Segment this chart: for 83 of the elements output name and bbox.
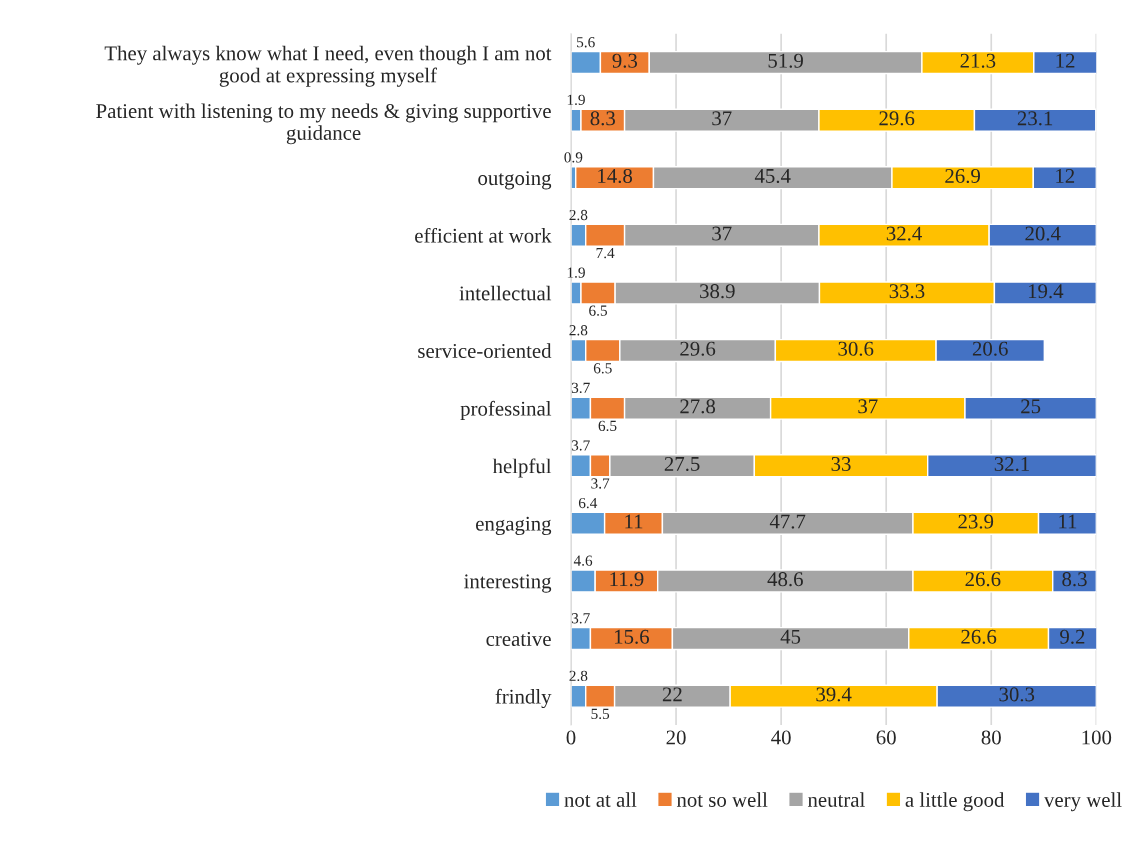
data-label: 2.8 xyxy=(569,670,588,682)
data-label: 23.1 xyxy=(1017,111,1053,126)
data-label: 30.3 xyxy=(999,687,1035,702)
y-tick-label: professinal xyxy=(460,400,552,420)
data-label: 45.4 xyxy=(754,169,791,184)
y-tick-label: They always know what I need, even though I am not good at expressing myself xyxy=(104,45,552,87)
data-label: 5.5 xyxy=(591,708,610,720)
data-label: 32.1 xyxy=(994,456,1029,472)
y-tick-label: frindly xyxy=(495,688,552,709)
y-tick-label: outgoing xyxy=(478,171,552,190)
data-label: 14.8 xyxy=(598,168,633,184)
data-label: 37 xyxy=(858,399,878,414)
data-label: 2.8 xyxy=(569,209,588,221)
data-label: 33.3 xyxy=(889,284,925,299)
data-label: 47.7 xyxy=(769,514,806,529)
x-tick-label: 100 xyxy=(1082,730,1112,745)
x-tick-label: 0 xyxy=(566,730,576,745)
y-tick-label: intellectual xyxy=(459,285,552,301)
data-label: 3.7 xyxy=(591,478,610,489)
legend-label: neutral xyxy=(807,792,865,807)
data-label: 38.9 xyxy=(700,284,735,299)
data-label: 11 xyxy=(625,514,643,529)
data-label: 26.6 xyxy=(961,629,997,644)
data-label: 26.6 xyxy=(965,572,1001,587)
y-tick-label: efficient at work xyxy=(415,227,552,243)
data-label: 27.8 xyxy=(680,399,716,414)
data-label: 11.9 xyxy=(610,572,644,587)
data-label: 45 xyxy=(780,629,801,644)
data-label: 4.6 xyxy=(573,555,593,566)
data-label: 1.9 xyxy=(567,94,585,106)
data-label: 20.6 xyxy=(972,341,1008,356)
data-label: 1.9 xyxy=(567,267,585,278)
data-label: 3.7 xyxy=(571,613,590,624)
y-tick-label: helpful xyxy=(492,458,552,478)
data-label: 11 xyxy=(1059,514,1077,529)
data-label: 23.9 xyxy=(958,514,994,529)
data-label: 39.4 xyxy=(816,687,852,702)
y-tick-label: service-oriented xyxy=(418,343,552,358)
data-label: 51.9 xyxy=(768,53,803,68)
x-tick-label: 80 xyxy=(981,730,1001,745)
y-tick-label: Patient with listening to my needs & giving supportive guidance xyxy=(96,103,551,145)
data-label: 2.8 xyxy=(569,325,588,336)
data-label: 6.5 xyxy=(589,305,608,316)
x-tick-label: 20 xyxy=(666,730,686,745)
data-label: 6.5 xyxy=(593,363,612,374)
y-tick-label: interesting xyxy=(464,574,552,593)
data-label: 15.6 xyxy=(615,629,650,644)
data-label: 6.5 xyxy=(598,420,617,432)
data-label: 20.4 xyxy=(1025,226,1061,241)
y-tick-label: creative xyxy=(486,632,551,647)
data-label: 8.3 xyxy=(1062,572,1087,587)
x-tick-label: 60 xyxy=(876,730,896,745)
data-label: 3.7 xyxy=(571,440,590,451)
data-label: 22 xyxy=(662,687,682,702)
data-label: 25 xyxy=(1021,399,1041,414)
data-label: 9.2 xyxy=(1060,629,1085,644)
data-label: 8.3 xyxy=(590,111,615,126)
data-label: 32.4 xyxy=(886,226,922,241)
data-label: 48.6 xyxy=(767,572,803,587)
legend-label: a little good xyxy=(905,792,1005,812)
data-label: 21.3 xyxy=(960,53,996,68)
legend-label: not at all xyxy=(564,792,637,807)
data-label: 37 xyxy=(712,111,732,126)
x-tick-label: 40 xyxy=(771,730,791,745)
data-label: 0.9 xyxy=(564,152,583,163)
legend-label: not so well xyxy=(676,792,768,807)
data-label: 5.6 xyxy=(577,37,595,48)
data-label: 37 xyxy=(712,226,732,241)
data-label: 30.6 xyxy=(838,341,874,356)
data-label: 26.9 xyxy=(945,168,980,184)
data-label: 9.3 xyxy=(612,53,638,68)
data-label: 19.4 xyxy=(1028,284,1064,299)
y-tick-label: engaging xyxy=(476,516,552,536)
data-label: 6.4 xyxy=(578,497,598,509)
legend-label: very well xyxy=(1044,792,1122,812)
data-label: 12 xyxy=(1056,168,1075,183)
data-label: 3.7 xyxy=(571,382,590,394)
data-label: 27.5 xyxy=(664,456,700,472)
data-label: 7.4 xyxy=(596,247,615,259)
data-label: 29.6 xyxy=(879,111,915,126)
data-label: 12 xyxy=(1056,53,1075,68)
data-label: 29.6 xyxy=(680,341,716,356)
data-label: 33 xyxy=(831,456,851,471)
